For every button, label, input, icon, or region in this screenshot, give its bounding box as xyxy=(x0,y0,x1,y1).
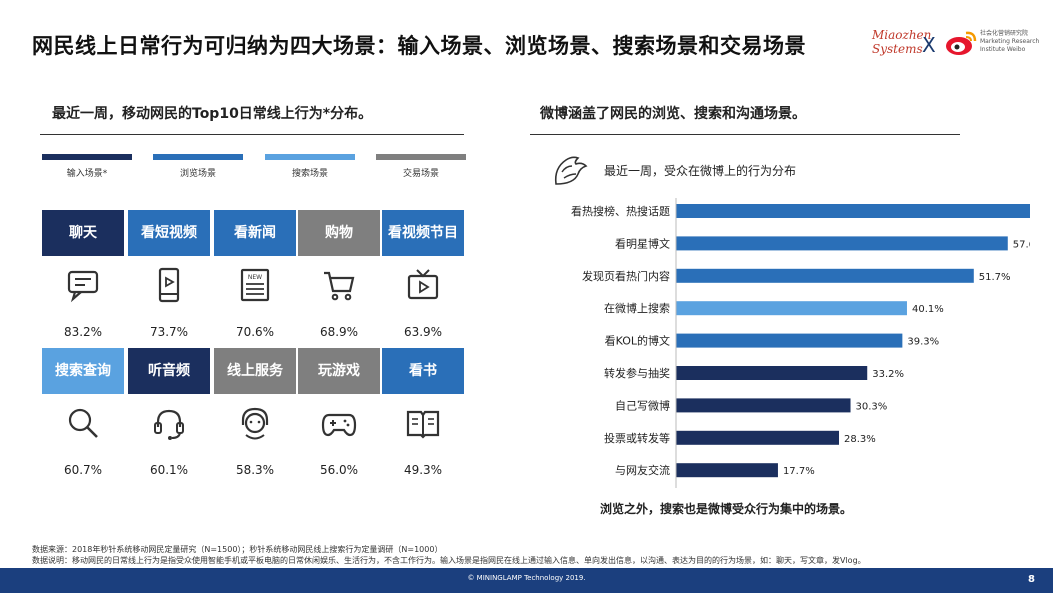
bar xyxy=(676,366,868,380)
bar-category-label: 看明星博文 xyxy=(615,236,670,250)
weibo-logo-text: 社会化营销研究院 Marketing Research Institute We… xyxy=(980,30,1040,53)
behavior-percent: 73.7% xyxy=(149,325,189,339)
page-title: 网民线上日常行为可归纳为四大场景：输入场景、浏览场景、搜索场景和交易场景 xyxy=(32,34,806,58)
behavior-percent: 49.3% xyxy=(403,463,443,477)
bar xyxy=(676,430,840,445)
bar-category-label: 发现页看热门内容 xyxy=(582,269,670,283)
page-number: 8 xyxy=(1028,574,1035,585)
right-divider xyxy=(530,134,960,135)
bar xyxy=(676,398,851,413)
behavior-percent: 63.9% xyxy=(403,325,443,339)
legend-swatch xyxy=(42,154,132,160)
headset-icon xyxy=(128,398,210,448)
data-explanation-note: 数据说明：移动网民的日常线上行为是指受众使用智能手机或平板电脑的日常休闲娱乐、生… xyxy=(32,556,866,565)
legend-label: 交易场景 xyxy=(402,169,439,179)
weibo-logo-icon xyxy=(946,31,977,55)
bar xyxy=(676,333,903,348)
weibo-bird-icon xyxy=(554,156,588,185)
bar-value-label: 33.2% xyxy=(872,369,904,380)
behavior-percent: 60.7% xyxy=(63,463,103,477)
behavior-tile: 看书 xyxy=(382,348,464,394)
gamepad-icon xyxy=(298,398,380,448)
behavior-percent: 60.1% xyxy=(149,463,189,477)
bar-value-label: 57.6% xyxy=(1013,239,1030,250)
behavior-tile: 聊天 xyxy=(42,210,124,256)
book-icon xyxy=(382,398,464,448)
left-divider xyxy=(40,134,464,135)
bar-value-label: 39.3% xyxy=(907,337,939,348)
behavior-tile: 玩游戏 xyxy=(298,348,380,394)
bar-category-label: 自己写微博 xyxy=(615,398,670,412)
left-subtitle: 最近一周，移动网民的Top10日常线上行为*分布。 xyxy=(52,106,373,122)
support-icon xyxy=(214,398,296,448)
legend-swatch xyxy=(376,154,466,160)
chart-conclusion: 浏览之外，搜索也是微博受众行为集中的场景。 xyxy=(600,502,853,516)
bar xyxy=(676,463,778,478)
newspaper-icon: NEW xyxy=(214,260,296,310)
bar-category-label: 在微博上搜索 xyxy=(604,301,670,315)
behavior-percent: 56.0% xyxy=(319,463,359,477)
phone-video-icon xyxy=(128,260,210,310)
behavior-percent: 83.2% xyxy=(63,325,103,339)
legend-label: 浏览场景 xyxy=(179,169,216,179)
behavior-tile: 看新闻 xyxy=(214,210,296,256)
tv-icon xyxy=(382,260,464,310)
bar-category-label: 转发参与抽奖 xyxy=(604,366,670,380)
legend-swatch xyxy=(153,154,243,160)
bar-value-label: 51.7% xyxy=(979,272,1011,283)
behavior-percent: 58.3% xyxy=(235,463,275,477)
data-source-note: 数据来源：2018年秒针系统移动网民定量研究（N=1500）；秒针系统移动网民线… xyxy=(32,545,443,554)
chat-icon xyxy=(42,260,124,310)
right-subtitle: 微博涵盖了网民的浏览、搜索和沟通场景。 xyxy=(540,106,806,122)
logo-separator: X xyxy=(922,33,936,57)
legend-label: 搜索场景 xyxy=(291,169,328,179)
behavior-percent: 70.6% xyxy=(235,325,275,339)
bar-value-label: 17.7% xyxy=(783,466,815,477)
behavior-tile: 听音频 xyxy=(128,348,210,394)
bar-category-label: 看KOL的博文 xyxy=(605,334,670,348)
bar xyxy=(676,301,907,316)
behavior-tile: 看视频节目 xyxy=(382,210,464,256)
cart-icon xyxy=(298,260,380,310)
bar xyxy=(676,236,1008,251)
copyright-text: © MININGLAMP Technology 2019. xyxy=(467,574,586,582)
behavior-tile: 搜索查询 xyxy=(42,348,124,394)
legend-label: 输入场景* xyxy=(66,169,108,179)
behavior-percent: 68.9% xyxy=(319,325,359,339)
bar-category-label: 看热搜榜、热搜话题 xyxy=(571,204,670,218)
behavior-tile: 线上服务 xyxy=(214,348,296,394)
bar-value-label: 28.3% xyxy=(844,434,876,445)
miaozhen-logo: Miaozhen Systems xyxy=(872,28,932,56)
bar-value-label: 30.3% xyxy=(856,401,888,412)
behavior-tile: 看短视频 xyxy=(128,210,210,256)
weibo-behavior-bar-chart: 看热搜榜、热搜话题75.3%看明星博文57.6%发现页看热门内容51.7%在微博… xyxy=(571,198,1030,488)
bar-category-label: 与网友交流 xyxy=(615,463,670,477)
svg-text:NEW: NEW xyxy=(248,274,262,281)
search-icon xyxy=(42,398,124,448)
bar-category-label: 投票或转发等 xyxy=(604,431,670,445)
behavior-tile: 购物 xyxy=(298,210,380,256)
legend-swatch xyxy=(265,154,355,160)
bar xyxy=(676,268,974,283)
footer-bar xyxy=(0,568,1053,593)
chart-subtitle: 最近一周，受众在微博上的行为分布 xyxy=(604,164,797,178)
bar-value-label: 40.1% xyxy=(912,304,944,315)
bar xyxy=(676,204,1030,218)
